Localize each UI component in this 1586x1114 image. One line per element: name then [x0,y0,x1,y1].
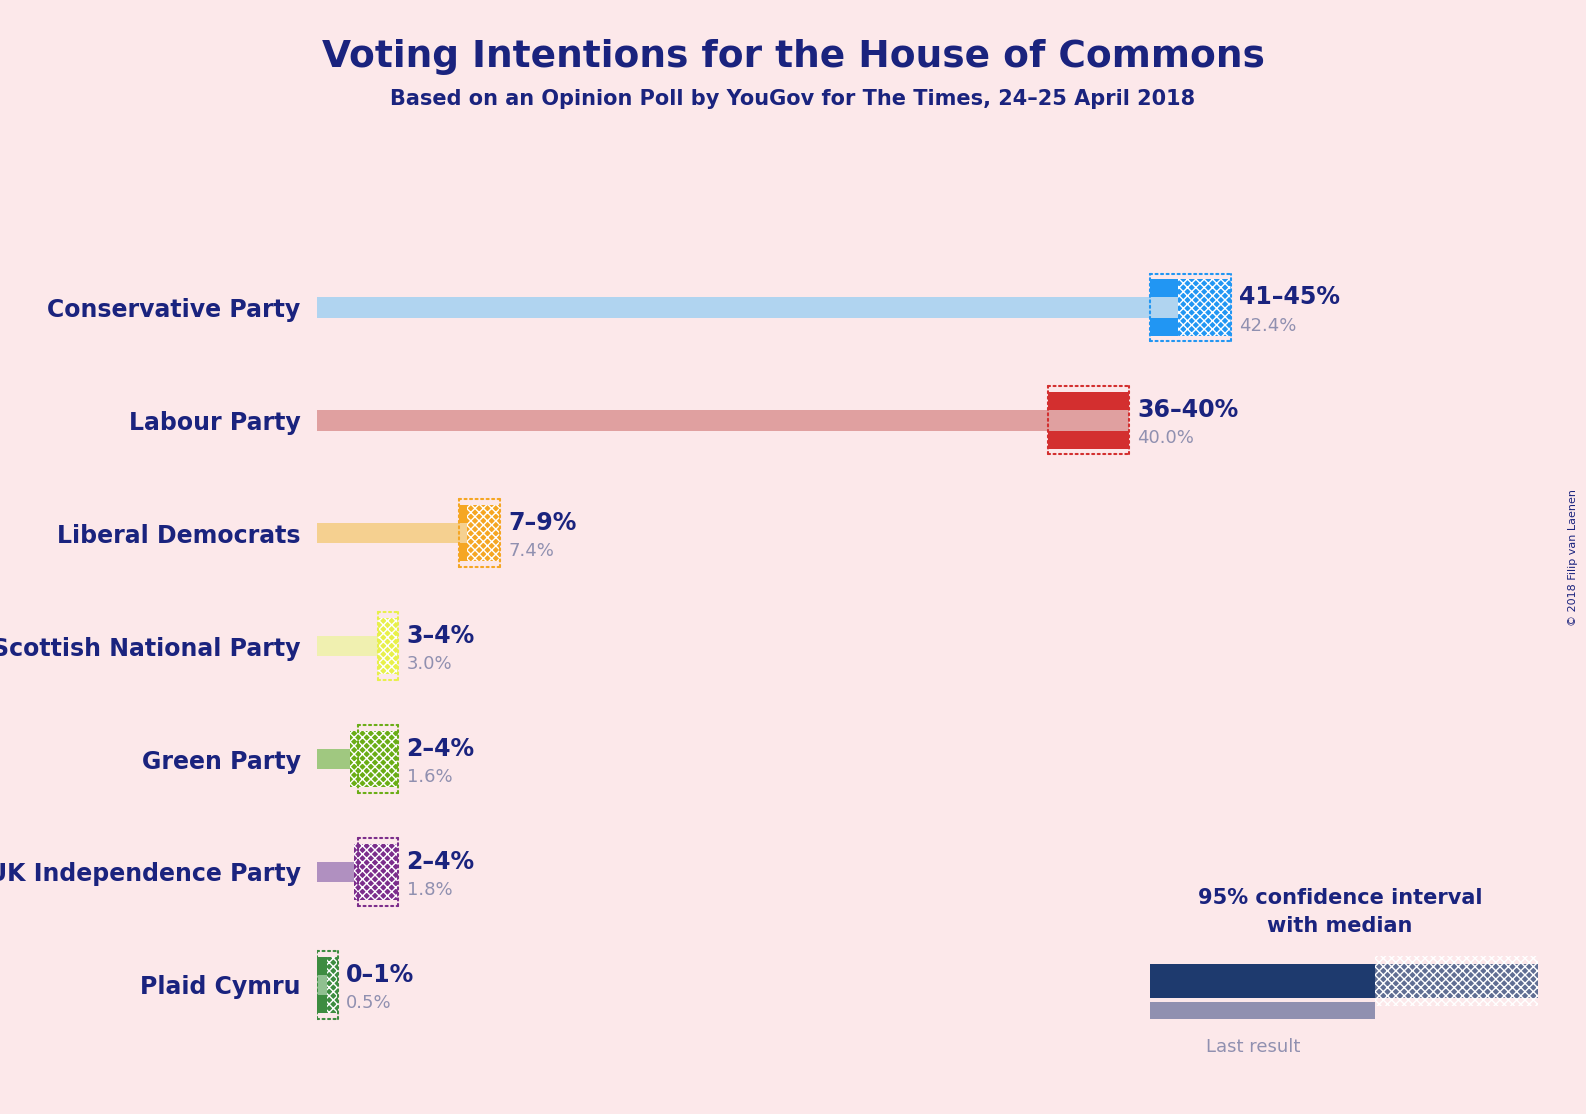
Bar [317,862,354,882]
Bar [317,636,377,656]
Bar [468,505,500,561]
Bar [317,957,338,1013]
Bar [327,957,338,1013]
Text: 1.6%: 1.6% [406,768,452,786]
Bar [349,731,398,788]
Text: Last result: Last result [1205,1038,1301,1056]
Bar [349,731,398,788]
Text: 3.0%: 3.0% [406,655,452,673]
Bar [1178,280,1231,335]
Text: Based on an Opinion Poll by YouGov for The Times, 24–25 April 2018: Based on an Opinion Poll by YouGov for T… [390,89,1196,109]
Bar [327,957,338,1013]
Text: with median: with median [1267,916,1413,936]
Text: 1.8%: 1.8% [406,881,452,899]
Text: 2–4%: 2–4% [406,736,474,761]
Bar [354,843,398,900]
Text: 41–45%: 41–45% [1239,285,1340,310]
Bar [358,843,398,900]
Text: 7–9%: 7–9% [508,511,576,535]
Bar [1150,280,1231,335]
Bar [1375,964,1538,998]
Bar [468,505,500,561]
Text: 0–1%: 0–1% [346,962,414,987]
Bar [1375,956,1538,1006]
Text: 3–4%: 3–4% [406,624,474,648]
Bar [377,618,398,674]
Bar [358,749,398,769]
Text: Voting Intentions for the House of Commons: Voting Intentions for the House of Commo… [322,39,1264,75]
Bar [460,524,500,544]
Bar [317,975,327,995]
Text: 40.0%: 40.0% [1137,429,1194,448]
Text: 2–4%: 2–4% [406,850,474,873]
Text: 95% confidence interval: 95% confidence interval [1197,888,1483,908]
Bar [317,749,349,769]
Bar [377,618,398,674]
Bar [354,843,398,900]
Bar [1150,1001,1375,1019]
Text: 42.4%: 42.4% [1239,316,1296,334]
Bar [1048,410,1129,430]
Bar [377,618,398,674]
Bar [317,297,1178,317]
Bar [358,862,398,882]
Bar [460,505,500,561]
Bar [1150,964,1375,998]
Bar [358,731,398,788]
Text: 36–40%: 36–40% [1137,398,1239,422]
Text: © 2018 Filip van Laenen: © 2018 Filip van Laenen [1569,489,1578,625]
Bar [1048,392,1129,449]
Bar [317,524,468,544]
Bar [1178,280,1231,335]
Bar [1150,297,1231,317]
Text: 7.4%: 7.4% [508,543,554,560]
Bar [377,636,398,656]
Bar [317,410,1129,430]
Bar [317,975,338,995]
Text: 0.5%: 0.5% [346,994,392,1012]
